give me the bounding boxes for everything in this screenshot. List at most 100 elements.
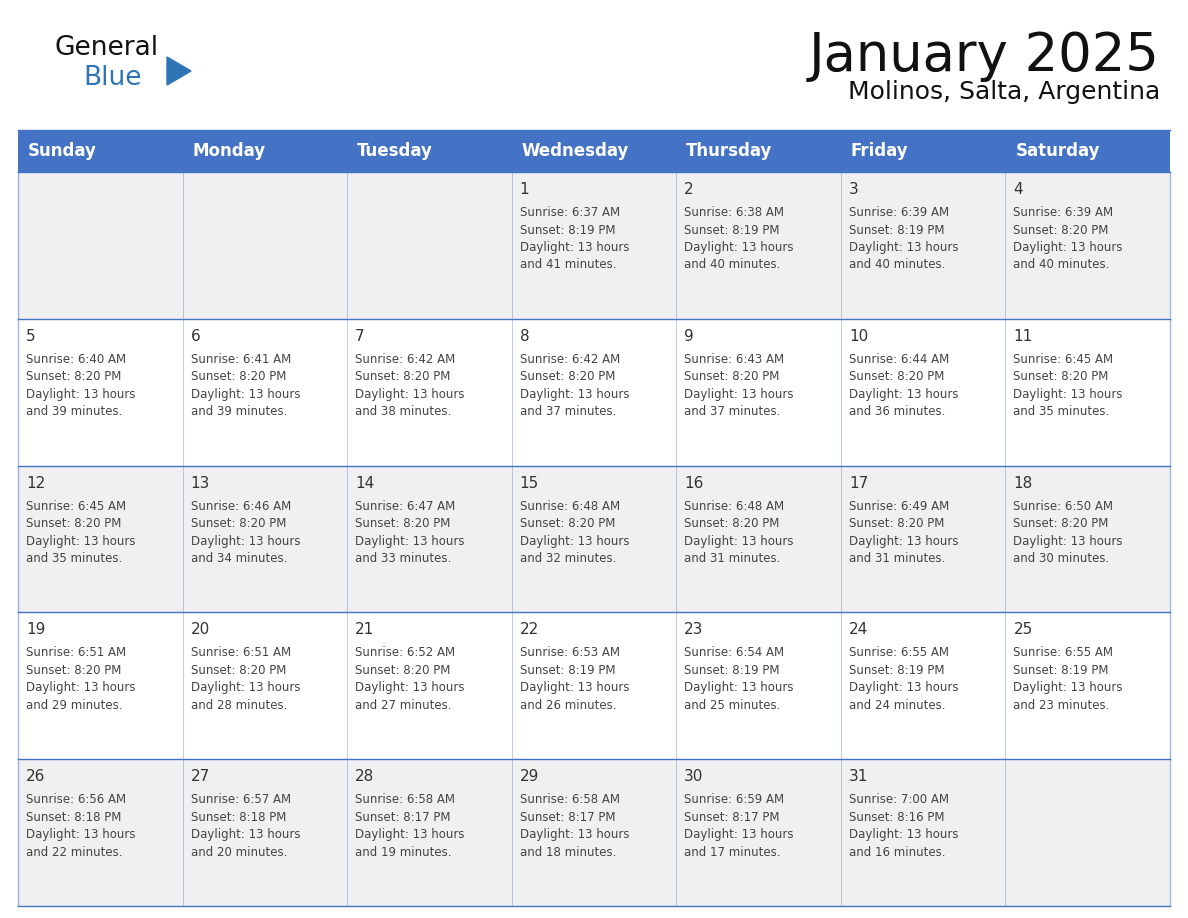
Text: and 30 minutes.: and 30 minutes. [1013, 552, 1110, 565]
Text: and 16 minutes.: and 16 minutes. [849, 845, 946, 858]
Text: Daylight: 13 hours: Daylight: 13 hours [849, 241, 959, 254]
Text: and 25 minutes.: and 25 minutes. [684, 699, 781, 711]
Text: Sunset: 8:19 PM: Sunset: 8:19 PM [684, 664, 779, 677]
Text: Sunset: 8:20 PM: Sunset: 8:20 PM [26, 370, 121, 384]
Text: 16: 16 [684, 476, 703, 490]
Text: and 40 minutes.: and 40 minutes. [1013, 259, 1110, 272]
Text: and 39 minutes.: and 39 minutes. [26, 406, 122, 419]
Text: 28: 28 [355, 769, 374, 784]
Text: Wednesday: Wednesday [522, 142, 630, 160]
Text: Sunset: 8:20 PM: Sunset: 8:20 PM [355, 370, 450, 384]
Bar [676, 319, 841, 465]
Text: 22: 22 [519, 622, 539, 637]
Text: Sunset: 8:20 PM: Sunset: 8:20 PM [190, 517, 286, 530]
Text: and 35 minutes.: and 35 minutes. [26, 552, 122, 565]
Text: Sunrise: 6:57 AM: Sunrise: 6:57 AM [190, 793, 291, 806]
Text: Daylight: 13 hours: Daylight: 13 hours [355, 534, 465, 548]
Text: Sunset: 8:19 PM: Sunset: 8:19 PM [849, 223, 944, 237]
Text: 30: 30 [684, 769, 703, 784]
Text: Sunrise: 6:58 AM: Sunrise: 6:58 AM [519, 793, 620, 806]
Text: Sunrise: 6:51 AM: Sunrise: 6:51 AM [26, 646, 126, 659]
Text: Molinos, Salta, Argentina: Molinos, Salta, Argentina [848, 80, 1159, 104]
Text: and 28 minutes.: and 28 minutes. [190, 699, 287, 711]
Text: and 18 minutes.: and 18 minutes. [519, 845, 617, 858]
Text: Sunset: 8:17 PM: Sunset: 8:17 PM [519, 811, 615, 823]
Text: and 27 minutes.: and 27 minutes. [355, 699, 451, 711]
Bar [183, 759, 347, 906]
Text: 15: 15 [519, 476, 539, 490]
Text: and 33 minutes.: and 33 minutes. [355, 552, 451, 565]
Text: Daylight: 13 hours: Daylight: 13 hours [519, 241, 630, 254]
Text: Sunrise: 7:00 AM: Sunrise: 7:00 AM [849, 793, 949, 806]
Text: 5: 5 [26, 329, 36, 344]
Text: Daylight: 13 hours: Daylight: 13 hours [684, 241, 794, 254]
Text: Sunrise: 6:55 AM: Sunrise: 6:55 AM [849, 646, 949, 659]
Text: Sunset: 8:20 PM: Sunset: 8:20 PM [190, 664, 286, 677]
Text: Sunrise: 6:42 AM: Sunrise: 6:42 AM [519, 353, 620, 365]
Text: and 39 minutes.: and 39 minutes. [190, 406, 287, 419]
Text: 6: 6 [190, 329, 201, 344]
Bar [183, 465, 347, 612]
Text: Daylight: 13 hours: Daylight: 13 hours [355, 387, 465, 401]
Text: Sunset: 8:20 PM: Sunset: 8:20 PM [1013, 223, 1108, 237]
Text: Daylight: 13 hours: Daylight: 13 hours [26, 534, 135, 548]
Text: Daylight: 13 hours: Daylight: 13 hours [1013, 534, 1123, 548]
Text: Sunset: 8:20 PM: Sunset: 8:20 PM [355, 517, 450, 530]
Bar [1005, 759, 1170, 906]
Text: Sunset: 8:19 PM: Sunset: 8:19 PM [519, 664, 615, 677]
Text: Sunrise: 6:45 AM: Sunrise: 6:45 AM [1013, 353, 1113, 365]
Bar [676, 612, 841, 759]
Text: and 32 minutes.: and 32 minutes. [519, 552, 617, 565]
Text: and 26 minutes.: and 26 minutes. [519, 699, 617, 711]
Text: 9: 9 [684, 329, 694, 344]
Text: Daylight: 13 hours: Daylight: 13 hours [1013, 387, 1123, 401]
Text: Sunset: 8:20 PM: Sunset: 8:20 PM [1013, 370, 1108, 384]
Text: Daylight: 13 hours: Daylight: 13 hours [355, 828, 465, 841]
Text: Sunset: 8:20 PM: Sunset: 8:20 PM [1013, 517, 1108, 530]
Bar [512, 759, 676, 906]
Text: Sunset: 8:20 PM: Sunset: 8:20 PM [684, 370, 779, 384]
Bar [347, 759, 512, 906]
Text: Sunset: 8:20 PM: Sunset: 8:20 PM [355, 664, 450, 677]
Text: Sunrise: 6:47 AM: Sunrise: 6:47 AM [355, 499, 455, 512]
Text: Sunrise: 6:37 AM: Sunrise: 6:37 AM [519, 206, 620, 219]
Text: Sunrise: 6:46 AM: Sunrise: 6:46 AM [190, 499, 291, 512]
Bar [18, 319, 183, 465]
Text: Sunrise: 6:40 AM: Sunrise: 6:40 AM [26, 353, 126, 365]
Text: Tuesday: Tuesday [358, 142, 432, 160]
Bar [18, 172, 183, 319]
Bar [841, 465, 1005, 612]
Text: Daylight: 13 hours: Daylight: 13 hours [190, 681, 301, 694]
Text: Sunset: 8:20 PM: Sunset: 8:20 PM [519, 517, 615, 530]
Text: Sunset: 8:20 PM: Sunset: 8:20 PM [519, 370, 615, 384]
Text: and 23 minutes.: and 23 minutes. [1013, 699, 1110, 711]
Text: 17: 17 [849, 476, 868, 490]
Text: January 2025: January 2025 [809, 30, 1159, 82]
Text: Sunset: 8:19 PM: Sunset: 8:19 PM [519, 223, 615, 237]
Text: Sunrise: 6:38 AM: Sunrise: 6:38 AM [684, 206, 784, 219]
Text: 8: 8 [519, 329, 530, 344]
Polygon shape [168, 57, 191, 85]
Text: Sunset: 8:20 PM: Sunset: 8:20 PM [190, 370, 286, 384]
Text: 29: 29 [519, 769, 539, 784]
Bar [347, 612, 512, 759]
Text: Daylight: 13 hours: Daylight: 13 hours [684, 534, 794, 548]
Text: Daylight: 13 hours: Daylight: 13 hours [355, 681, 465, 694]
Text: and 31 minutes.: and 31 minutes. [684, 552, 781, 565]
Text: and 40 minutes.: and 40 minutes. [684, 259, 781, 272]
Text: and 37 minutes.: and 37 minutes. [519, 406, 617, 419]
Bar [841, 759, 1005, 906]
Bar [676, 172, 841, 319]
Bar [18, 130, 1170, 172]
Text: Daylight: 13 hours: Daylight: 13 hours [190, 387, 301, 401]
Text: Sunset: 8:20 PM: Sunset: 8:20 PM [684, 517, 779, 530]
Text: Daylight: 13 hours: Daylight: 13 hours [190, 534, 301, 548]
Text: and 41 minutes.: and 41 minutes. [519, 259, 617, 272]
Text: Sunrise: 6:49 AM: Sunrise: 6:49 AM [849, 499, 949, 512]
Bar [347, 465, 512, 612]
Text: and 40 minutes.: and 40 minutes. [849, 259, 946, 272]
Text: and 20 minutes.: and 20 minutes. [190, 845, 287, 858]
Bar [1005, 172, 1170, 319]
Text: Sunrise: 6:48 AM: Sunrise: 6:48 AM [684, 499, 784, 512]
Text: 1: 1 [519, 182, 530, 197]
